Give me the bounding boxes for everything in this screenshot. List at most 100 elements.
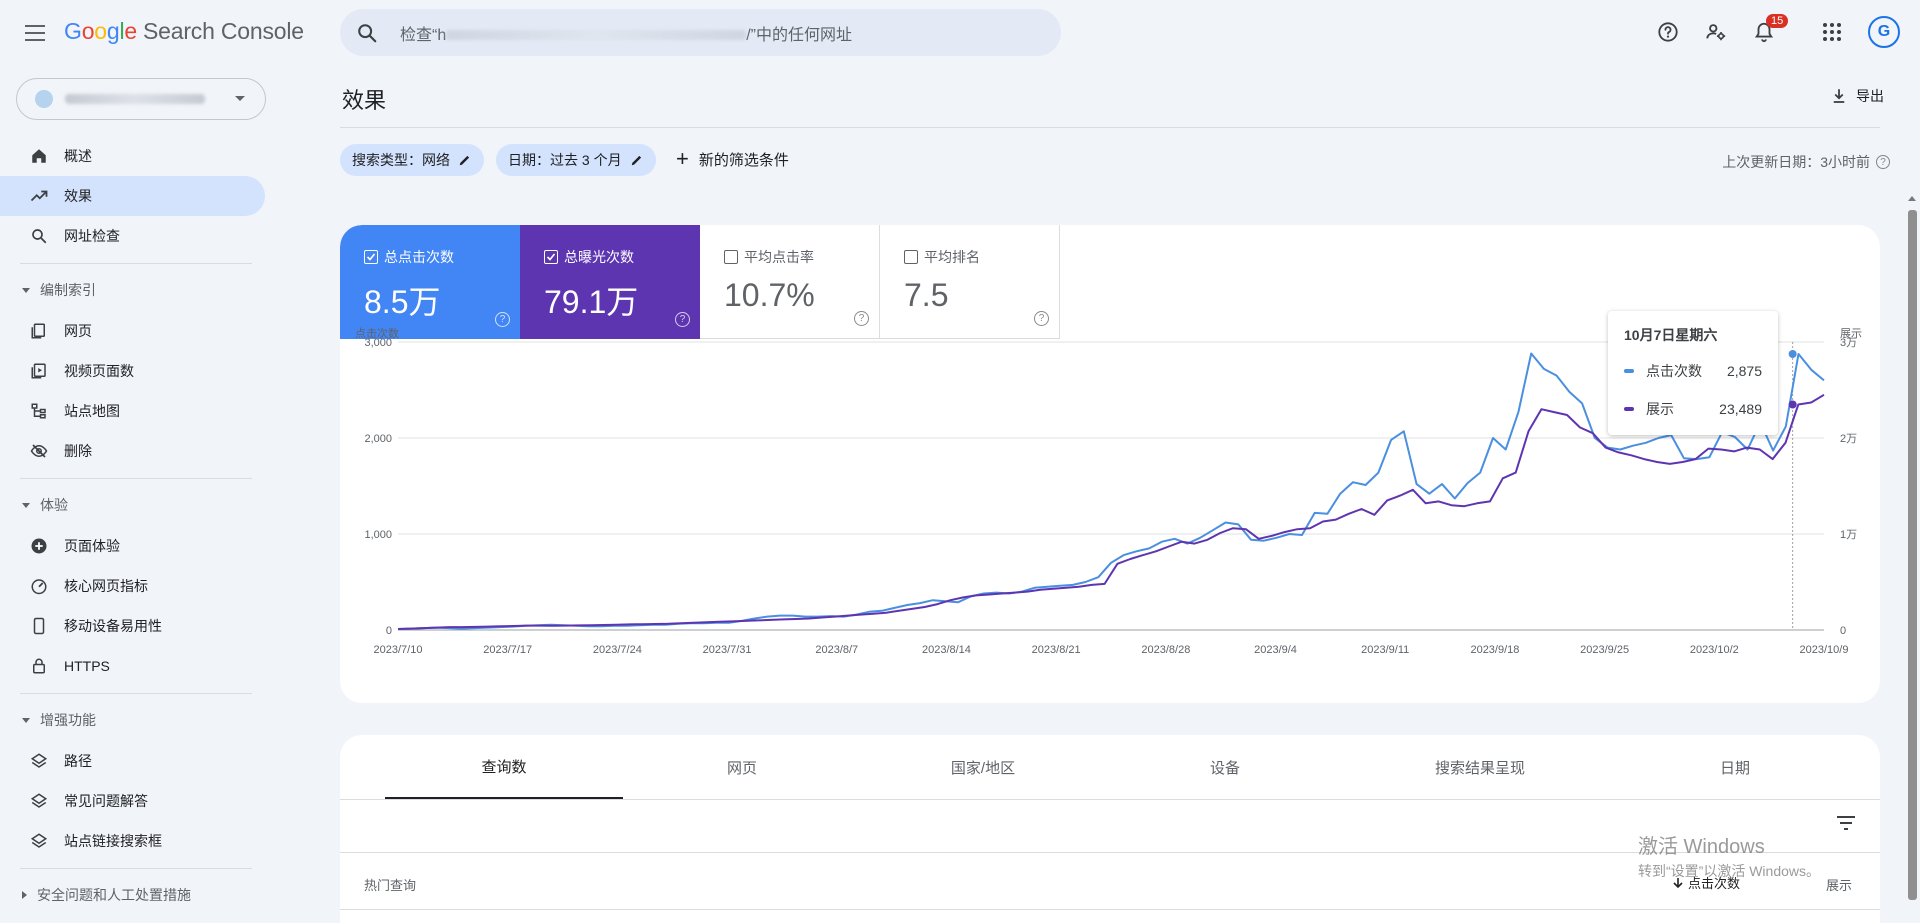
filter-chip-date[interactable]: 日期：过去 3 个月 — [496, 144, 656, 176]
chart-tooltip: 10月7日星期六 点击次数 2,875 展示 23,489 — [1608, 311, 1778, 435]
table-divider — [340, 909, 1880, 910]
x-tick-label: 2023/8/14 — [922, 644, 971, 656]
help-circle-icon[interactable]: ? — [1876, 155, 1890, 169]
x-tick-label: 2023/10/2 — [1690, 644, 1739, 656]
sidebar-divider — [20, 263, 252, 264]
header-divider — [340, 127, 1880, 128]
tabs-divider — [340, 799, 1880, 800]
collapse-arrow-icon — [22, 717, 30, 723]
metric-total-clicks[interactable]: 总点击次数 8.5万 ? — [340, 225, 520, 339]
lock-icon — [30, 657, 48, 675]
column-header-clicks[interactable]: 点击次数 — [1672, 873, 1740, 892]
tab-queries[interactable]: 查询数 — [385, 735, 623, 799]
visibility-off-icon — [30, 442, 48, 460]
nav-faq[interactable]: 常见问题解答 — [0, 781, 265, 821]
tooltip-date: 10月7日星期六 — [1624, 327, 1718, 343]
tooltip-row-clicks: 点击次数 2,875 — [1624, 361, 1762, 381]
x-tick-label: 2023/9/11 — [1361, 644, 1409, 656]
right-tick-label: 0 — [1840, 625, 1846, 637]
add-new-filter-button[interactable]: + 新的筛选条件 — [676, 146, 789, 171]
nav-core-web-vitals[interactable]: 核心网页指标 — [0, 566, 265, 606]
help-circle-icon[interactable]: ? — [675, 312, 690, 327]
tab-dates[interactable]: 日期 — [1719, 759, 1750, 777]
nav-url-inspection[interactable]: 网址检查 — [0, 216, 265, 256]
performance-line-chart[interactable]: 点击次数 展示 0 0 1,000 1万 2,000 2万 3,000 3万 2023/7/10 20… — [340, 325, 1880, 703]
smartphone-icon — [30, 617, 48, 635]
nav-pages[interactable]: 网页 — [0, 311, 265, 351]
nav-sitemaps[interactable]: 站点地图 — [0, 391, 265, 431]
account-avatar[interactable]: G — [1868, 16, 1900, 48]
export-button[interactable]: 导出 — [1830, 86, 1884, 106]
download-icon — [1833, 89, 1845, 103]
metric-value: 79.1万 — [544, 284, 639, 320]
dimension-tabs: 查询数 网页 国家/地区 设备 搜索结果呈现 日期 — [385, 735, 1880, 799]
nav-performance[interactable]: 效果 — [0, 176, 265, 216]
column-header-impressions[interactable]: 展示 — [1825, 878, 1852, 893]
impressions-highlight-point — [1788, 400, 1797, 409]
nav-https[interactable]: HTTPS — [0, 646, 265, 686]
filter-chip-search-type[interactable]: 搜索类型：网络 — [340, 144, 484, 176]
section-enhancements[interactable]: 增强功能 — [0, 702, 265, 738]
help-icon[interactable] — [1648, 12, 1688, 52]
edit-pencil-icon — [459, 155, 470, 166]
metric-total-impressions[interactable]: 总曝光次数 79.1万 ? — [520, 225, 700, 339]
dropdown-arrow-icon — [235, 96, 245, 101]
metric-average-ctr[interactable]: 平均点击率 10.7% ? — [700, 225, 880, 339]
tab-devices[interactable]: 设备 — [1209, 759, 1240, 777]
manage-users-icon[interactable] — [1696, 12, 1736, 52]
google-search-console-logo[interactable]: Google Search Console — [64, 18, 304, 44]
right-tick-label: 1万 — [1840, 529, 1857, 541]
help-circle-icon[interactable]: ? — [854, 311, 869, 326]
table-divider — [340, 852, 1880, 853]
tab-search-appearance[interactable]: 搜索结果呈现 — [1434, 759, 1525, 777]
collapse-arrow-icon — [22, 502, 30, 508]
search-icon — [358, 23, 377, 42]
section-experience[interactable]: 体验 — [0, 487, 265, 523]
scroll-up-arrow-icon[interactable] — [1908, 196, 1916, 201]
help-circle-icon[interactable]: ? — [495, 312, 510, 327]
nav-video-pages[interactable]: 视频页面数 — [0, 351, 265, 391]
notification-badge: 15 — [1766, 14, 1789, 28]
metric-value: 10.7% — [724, 277, 815, 313]
scrollbar-thumb[interactable] — [1908, 210, 1917, 900]
nav-sitelinks-searchbox[interactable]: 站点链接搜索框 — [0, 821, 265, 861]
collapse-arrow-icon — [22, 287, 30, 293]
x-tick-label: 2023/10/9 — [1800, 644, 1849, 656]
nav-page-experience[interactable]: 页面体验 — [0, 526, 265, 566]
apps-grid-icon[interactable] — [1812, 12, 1852, 52]
url-inspection-search[interactable]: 检查“h/”中的任何网址 — [340, 9, 1061, 56]
help-circle-icon[interactable]: ? — [1034, 311, 1049, 326]
performance-chart-card: 总点击次数 8.5万 ? 总曝光次数 79.1万 ? 平均点击率 10.7% ?… — [340, 225, 1880, 703]
metric-value: 8.5万 — [364, 284, 441, 320]
checkbox-checked-icon — [544, 250, 558, 264]
left-tick-label: 0 — [386, 625, 392, 637]
tab-pages[interactable]: 网页 — [726, 759, 757, 777]
nav-overview[interactable]: 概述 — [0, 136, 265, 176]
x-tick-label: 2023/7/24 — [593, 644, 642, 656]
left-tick-label: 3,000 — [364, 337, 392, 349]
property-selector[interactable] — [16, 78, 266, 120]
home-icon — [30, 147, 48, 165]
page-scrollbar[interactable] — [1904, 196, 1920, 923]
nav-mobile-usability[interactable]: 移动设备易用性 — [0, 606, 265, 646]
impressions-series-line — [397, 393, 1825, 630]
right-tick-label: 2万 — [1840, 433, 1857, 445]
windows-activation-watermark: 激活 Windows 转到“设置”以激活 Windows。 — [1638, 836, 1821, 879]
column-header-top-queries: 热门查询 — [364, 878, 417, 893]
section-indexing[interactable]: 编制索引 — [0, 272, 265, 308]
clicks-highlight-point — [1788, 350, 1797, 358]
tab-countries[interactable]: 国家/地区 — [950, 759, 1016, 777]
main-menu-icon[interactable] — [20, 18, 52, 48]
checkbox-checked-icon — [364, 250, 378, 264]
notifications-icon[interactable]: 15 — [1744, 12, 1789, 52]
nav-removals[interactable]: 删除 — [0, 431, 265, 471]
metric-average-position[interactable]: 平均排名 7.5 ? — [880, 225, 1060, 339]
speed-gauge-icon — [30, 577, 48, 595]
nav-breadcrumbs[interactable]: 路径 — [0, 741, 265, 781]
layers-icon — [30, 752, 48, 770]
section-security-manual-actions[interactable]: 安全问题和人工处置措施 — [0, 877, 265, 913]
property-favicon-icon — [35, 90, 53, 108]
search-placeholder: 检查“h/”中的任何网址 — [400, 26, 853, 44]
filter-list-icon[interactable] — [1836, 815, 1856, 836]
blurred-url — [446, 30, 747, 41]
